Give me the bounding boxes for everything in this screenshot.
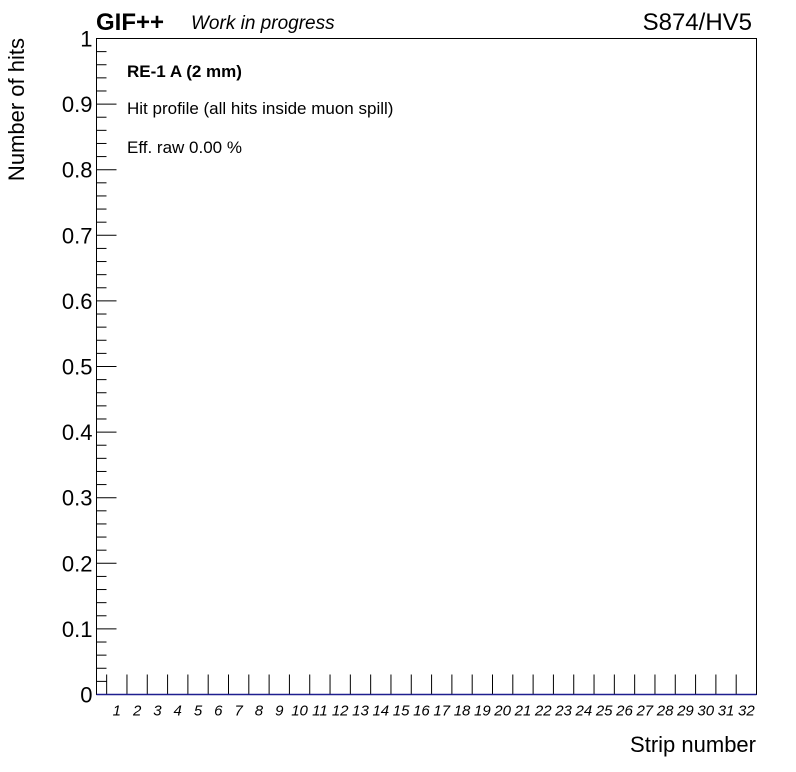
x-tick-label: 32 [738,703,755,720]
y-axis-title: Number of hits [4,38,29,181]
x-tick-label: 2 [132,703,142,720]
x-tick-label: 9 [275,703,284,720]
x-tick-label: 18 [454,703,471,720]
x-axis: 1 2 3 4 5 6 7 8 9 10 11 12 13 14 15 16 17 18 19 20 21 22 23 24 2… [106,674,757,720]
x-tick-label: 10 [291,703,308,720]
x-tick-label: 14 [372,703,389,720]
x-tick-label: 21 [514,703,532,720]
x-tick-label: 30 [697,703,714,720]
x-tick-label: 6 [214,703,223,720]
plot-frame [96,38,757,695]
x-tick-label: 26 [615,703,633,720]
y-tick-label: 0.5 [62,355,93,380]
y-tick-label: 0.6 [62,289,93,314]
x-tick-label: 31 [718,703,735,720]
x-tick-label: 20 [493,703,511,720]
x-tick-label: 15 [393,703,410,720]
x-tick-label: 25 [595,703,613,720]
x-tick-label: 1 [113,703,121,720]
x-tick-label: 17 [433,703,450,720]
efficiency-annotation: Eff. raw 0.00 % [127,138,242,157]
y-tick-label: 0 [80,683,92,708]
x-tick-label: 3 [153,703,162,720]
status-label: Work in progress [191,13,335,34]
experiment-label: GIF++ [96,9,164,36]
y-tick-label: 0.1 [62,617,93,642]
x-tick-label: 23 [554,703,572,720]
x-tick-label: 19 [474,703,491,720]
y-axis: 0 0.1 0.2 0.3 0.4 0.5 0.6 0.7 0.8 0.9 1 [62,27,117,708]
x-tick-label: 12 [332,703,349,720]
x-tick-label: 24 [575,703,593,720]
x-tick-label: 5 [194,703,203,720]
x-tick-label: 16 [413,703,430,720]
x-tick-label: 8 [255,703,264,720]
x-axis-title: Strip number [630,732,756,757]
x-tick-label: 4 [174,703,182,720]
x-tick-label: 7 [234,703,243,720]
x-tick-label: 28 [656,703,674,720]
description-annotation: Hit profile (all hits inside muon spill) [127,99,393,118]
x-tick-label: 27 [635,703,653,720]
x-tick-label: 13 [352,703,369,720]
y-tick-label: 0.8 [62,158,93,183]
y-tick-label: 0.2 [62,551,93,576]
y-tick-label: 0.9 [62,92,93,117]
x-tick-label: 22 [534,703,552,720]
y-tick-label: 0.4 [62,420,93,445]
x-tick-label: 29 [676,703,694,720]
x-tick-label: 11 [312,703,328,720]
y-tick-label: 0.3 [62,486,93,511]
run-label: S874/HV5 [643,9,752,36]
y-tick-label: 0.7 [62,223,93,248]
y-tick-label: 1 [80,27,92,52]
detector-annotation: RE-1 A (2 mm) [127,62,242,81]
